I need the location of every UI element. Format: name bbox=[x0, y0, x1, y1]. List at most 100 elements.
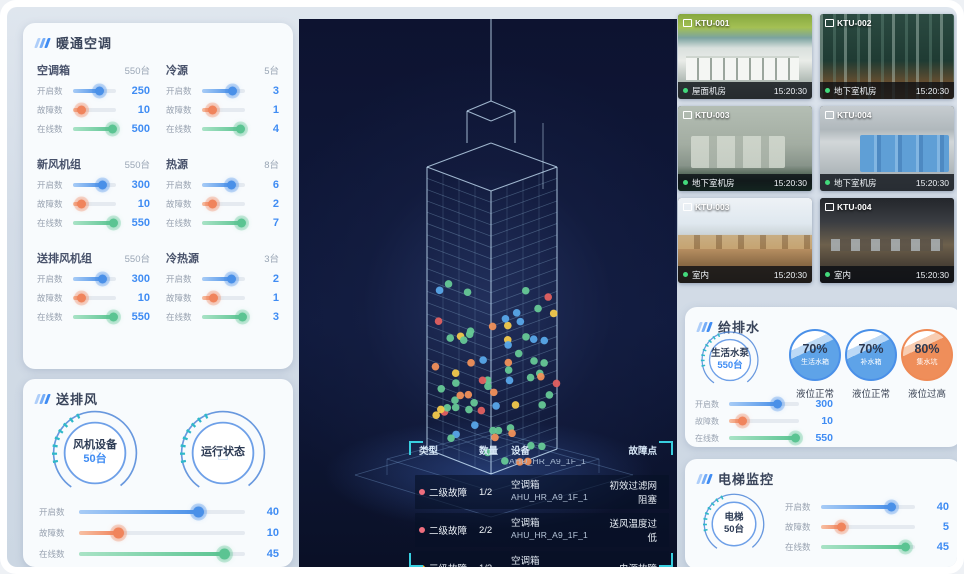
slider-thumb[interactable] bbox=[237, 312, 247, 322]
slider-thumb[interactable] bbox=[98, 180, 108, 190]
slider-thumb[interactable] bbox=[773, 399, 782, 409]
hvac-panel-title: 暖通空调 bbox=[56, 36, 113, 51]
slider-thumb[interactable] bbox=[219, 548, 231, 560]
building-3d-view[interactable]: 类型 数量 设备 故障点 AHU_HR_A9_1F_1 二级故障 1/2 空调箱… bbox=[299, 19, 677, 567]
slider-track[interactable] bbox=[202, 274, 245, 284]
hvac-group-exhaust-unit: 送排风机组 550台 开启数 300 故障数 10 在线数 550 bbox=[37, 250, 150, 330]
slider-track[interactable] bbox=[73, 86, 116, 96]
slider-thumb[interactable] bbox=[227, 274, 237, 284]
slider-thumb[interactable] bbox=[98, 274, 108, 284]
slider-thumb[interactable] bbox=[235, 124, 245, 134]
slider-thumb[interactable] bbox=[886, 502, 896, 512]
slider-value: 7 bbox=[272, 217, 279, 229]
camera-tile[interactable]: KTU-004 地下室机房 15:20:30 bbox=[820, 106, 954, 191]
elevator-ring: 电梯 50台 bbox=[701, 491, 767, 557]
slider-track[interactable] bbox=[73, 293, 116, 303]
slider-value: 10 bbox=[137, 198, 150, 210]
slider-thumb[interactable] bbox=[207, 199, 217, 209]
slider-thumb[interactable] bbox=[109, 218, 119, 228]
slider-value: 45 bbox=[266, 548, 279, 560]
slider-track[interactable] bbox=[73, 312, 119, 322]
slider-thumb[interactable] bbox=[94, 86, 104, 96]
fault-row[interactable]: 二级故障 2/2 空调箱 AHU_HR_A9_1F_1 送风温度过低 bbox=[415, 513, 669, 547]
camera-id-overlay: KTU-001 bbox=[683, 18, 729, 28]
slider-row: 在线数 550 bbox=[37, 311, 150, 323]
slider-track[interactable] bbox=[79, 506, 245, 518]
severity-dot bbox=[419, 527, 425, 533]
group-name: 送排风机组 bbox=[37, 253, 92, 265]
slider-track[interactable] bbox=[202, 86, 245, 96]
slider-thumb[interactable] bbox=[107, 124, 117, 134]
slider-track[interactable] bbox=[73, 180, 116, 190]
slider-thumb[interactable] bbox=[77, 199, 87, 209]
slider-row: 在线数 45 bbox=[39, 548, 279, 560]
camera-id-overlay: KTU-003 bbox=[683, 110, 729, 120]
slider-thumb[interactable] bbox=[900, 542, 910, 552]
group-name: 热源 bbox=[166, 159, 188, 171]
slider-thumb[interactable] bbox=[109, 312, 119, 322]
hvac-panel: 暖通空调 空调箱 550台 开启数 250 故障数 10 在线数 500 冷源 5台 开启… bbox=[23, 23, 293, 369]
online-dot bbox=[683, 88, 688, 93]
slider-track[interactable] bbox=[202, 312, 247, 322]
ring-label: 电梯 bbox=[724, 512, 744, 524]
slider-track[interactable] bbox=[821, 522, 915, 532]
slider-track[interactable] bbox=[729, 433, 800, 443]
slider-track[interactable] bbox=[73, 218, 119, 228]
slider-row: 开启数 300 bbox=[695, 398, 833, 410]
slider-track[interactable] bbox=[821, 502, 915, 512]
slider-track[interactable] bbox=[202, 180, 245, 190]
slider-row: 故障数 1 bbox=[166, 104, 279, 116]
camera-tile[interactable]: KTU-004 室内 15:20:30 bbox=[820, 198, 954, 283]
water-gauge-life-tank: 70% 生活水箱 液位正常 bbox=[787, 329, 843, 400]
slider-track[interactable] bbox=[79, 527, 245, 539]
slider-track[interactable] bbox=[729, 399, 799, 409]
slider-thumb[interactable] bbox=[209, 293, 219, 303]
slider-thumb[interactable] bbox=[836, 522, 846, 532]
slider-track[interactable] bbox=[73, 105, 116, 115]
slider-track[interactable] bbox=[73, 274, 116, 284]
slider-thumb[interactable] bbox=[738, 416, 747, 426]
slider-row: 开启数 6 bbox=[166, 179, 279, 191]
slider-row: 在线数 550 bbox=[695, 432, 833, 444]
hvac-group-cold-heat-source: 冷热源 3台 开启数 2 故障数 1 在线数 3 bbox=[166, 250, 279, 330]
slider-value: 10 bbox=[266, 527, 279, 539]
slider-thumb[interactable] bbox=[192, 506, 204, 518]
slider-track[interactable] bbox=[79, 548, 245, 560]
gauge-percent: 80% bbox=[914, 342, 940, 356]
camera-status-bar: 室内 15:20:30 bbox=[678, 266, 812, 283]
slider-track[interactable] bbox=[202, 105, 245, 115]
fault-row-partial[interactable]: AHU_HR_A9_1F_1 bbox=[509, 459, 586, 466]
slider-thumb[interactable] bbox=[790, 433, 800, 443]
camera-id-overlay: KTU-004 bbox=[825, 202, 871, 212]
camera-tile[interactable]: KTU-003 地下室机房 15:20:30 bbox=[678, 106, 812, 191]
slider-track[interactable] bbox=[729, 416, 799, 426]
slider-row: 故障数 2 bbox=[166, 198, 279, 210]
slider-thumb[interactable] bbox=[77, 105, 87, 115]
slider-track[interactable] bbox=[202, 199, 245, 209]
slider-track[interactable] bbox=[73, 199, 116, 209]
fan-device-ring: ⌂ 风机设备 50台 bbox=[49, 407, 141, 499]
slider-thumb[interactable] bbox=[227, 86, 237, 96]
hvac-panel-header: 暖通空调 bbox=[23, 23, 293, 56]
slider-thumb[interactable] bbox=[207, 105, 217, 115]
slider-thumb[interactable] bbox=[112, 527, 124, 539]
slider-thumb[interactable] bbox=[236, 218, 246, 228]
camera-tile[interactable]: KTU-003 室内 15:20:30 bbox=[678, 198, 812, 283]
slider-value: 2 bbox=[272, 273, 279, 285]
slider-track[interactable] bbox=[73, 124, 117, 134]
gauge-status: 液位正常 bbox=[795, 389, 834, 400]
slider-track[interactable] bbox=[202, 124, 245, 134]
slider-track[interactable] bbox=[821, 542, 915, 552]
slider-value: 550 bbox=[131, 217, 150, 229]
slider-thumb[interactable] bbox=[227, 180, 237, 190]
slider-row: 故障数 10 bbox=[37, 292, 150, 304]
slider-value: 3 bbox=[272, 311, 279, 323]
camera-tile[interactable]: KTU-002 地下室机房 15:20:30 bbox=[820, 14, 954, 99]
slider-track[interactable] bbox=[202, 293, 245, 303]
slider-track[interactable] bbox=[202, 218, 246, 228]
gauge-status: 液位过高 bbox=[907, 389, 946, 400]
slider-thumb[interactable] bbox=[77, 293, 87, 303]
fault-row[interactable]: 二级故障 1/2 空调箱 AHU_HR_A9_1F_1 初效过滤网阻塞 bbox=[415, 475, 669, 509]
camera-tile[interactable]: KTU-001 屋面机房 15:20:30 bbox=[678, 14, 812, 99]
